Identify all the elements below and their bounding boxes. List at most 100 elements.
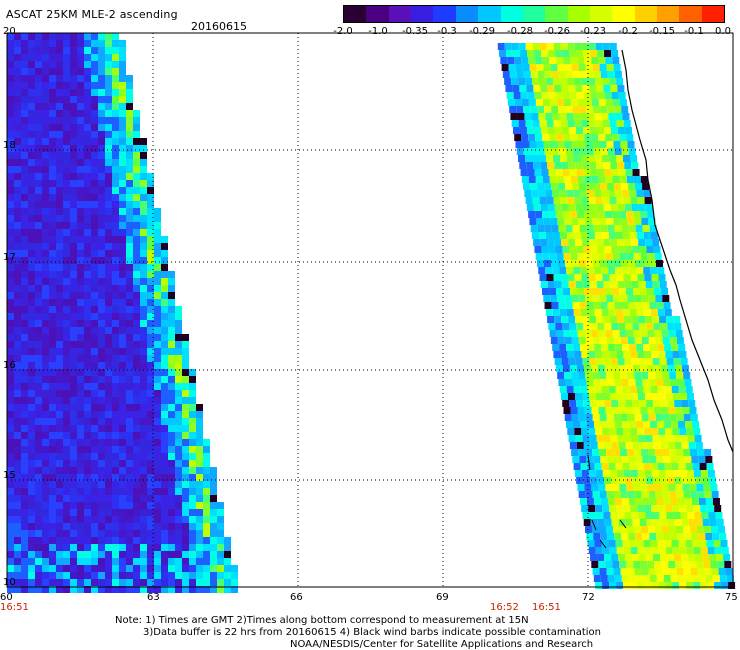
swath-cell [70, 82, 77, 89]
swath-cell [605, 561, 613, 568]
swath-cell [77, 194, 84, 201]
swath-cell [642, 225, 650, 232]
swath-cell [660, 400, 668, 407]
swath-cell [678, 344, 686, 351]
swath-cell [21, 40, 28, 47]
swath-cell [21, 187, 28, 194]
swath-cell [538, 232, 546, 239]
swath-cell [587, 190, 595, 197]
swath-cell [77, 236, 84, 243]
swath-cell [77, 565, 84, 572]
swath-cell [652, 435, 660, 442]
swath-cell [42, 103, 49, 110]
swath-cell [636, 463, 644, 470]
swath-cell [618, 323, 626, 330]
swath-cell [112, 313, 119, 320]
swath-cell [583, 400, 591, 407]
swath-cell [126, 257, 133, 264]
swath-cell [133, 222, 140, 229]
swath-cell [28, 425, 35, 432]
swath-cell [596, 281, 604, 288]
swath-cell [84, 187, 91, 194]
swath-cell [601, 386, 609, 393]
swath-cell [588, 120, 596, 127]
swath-cell [84, 474, 91, 481]
swath-cell [98, 292, 105, 299]
swath-cell [105, 558, 112, 565]
swath-cell [634, 337, 642, 344]
swath-cell [77, 369, 84, 376]
swath-cell [600, 302, 608, 309]
swath-cell [161, 355, 168, 362]
swath-cell [70, 397, 77, 404]
swath-cell [534, 246, 542, 253]
swath-cell [576, 50, 584, 57]
swath-cell [7, 194, 14, 201]
swath-cell [707, 547, 715, 554]
swath-cell [684, 456, 692, 463]
swath-cell [670, 575, 678, 582]
swath-cell [196, 572, 203, 579]
swath-cell [570, 134, 578, 141]
swath-cell [520, 169, 528, 176]
swath-cell [550, 64, 558, 71]
swath-cell [654, 484, 662, 491]
swath-cell [112, 551, 119, 558]
swath-cell [133, 523, 140, 530]
swath-cell [667, 365, 675, 372]
swath-cell [98, 565, 105, 572]
swath-cell [84, 33, 91, 40]
swath-cell [693, 470, 701, 477]
swath-cell [42, 222, 49, 229]
swath-cell [147, 558, 154, 565]
swath-cell [538, 267, 546, 274]
swath-cell [91, 404, 98, 411]
swath-cell [504, 78, 512, 85]
swath-cell [725, 568, 733, 575]
swath-cell [560, 197, 568, 204]
swath-cell [619, 407, 627, 414]
swath-cell [70, 432, 77, 439]
swath-cell [559, 386, 567, 393]
swath-cell [28, 327, 35, 334]
swath-cell [667, 554, 675, 561]
swath-cell [49, 243, 56, 250]
swath-cell [556, 211, 564, 218]
swath-cell [147, 306, 154, 313]
swath-cell [551, 183, 559, 190]
swath-cell [602, 43, 610, 50]
swath-cell [147, 467, 154, 474]
swath-cell [640, 211, 648, 218]
pass-time-label: 16:51 [0, 602, 29, 613]
swath-cell [42, 306, 49, 313]
swath-cell [548, 92, 556, 99]
swath-cell [133, 439, 140, 446]
swath-cell [126, 488, 133, 495]
swath-cell [594, 309, 602, 316]
swath-cell [7, 495, 14, 502]
swath-cell [133, 530, 140, 537]
swath-cell [595, 505, 603, 512]
swath-cell [196, 425, 203, 432]
swath-cell [70, 495, 77, 502]
swath-cell [583, 246, 591, 253]
swath-cell [628, 302, 636, 309]
swath-cell [641, 491, 649, 498]
swath-cell [641, 218, 649, 225]
swath-cell [189, 390, 196, 397]
swath-cell [636, 344, 644, 351]
swath-cell [182, 572, 189, 579]
swath-cell [140, 208, 147, 215]
swath-cell [583, 50, 591, 57]
swath-cell [70, 159, 77, 166]
swath-cell [576, 442, 584, 449]
swath-cell [77, 131, 84, 138]
swath-cell [635, 379, 643, 386]
colorbar-segment [433, 6, 456, 22]
swath-cell [21, 117, 28, 124]
swath-cell [561, 85, 569, 92]
swath-cell [680, 435, 688, 442]
swath-cell [608, 113, 616, 120]
swath-cell [126, 264, 133, 271]
swath-cell [716, 554, 724, 561]
